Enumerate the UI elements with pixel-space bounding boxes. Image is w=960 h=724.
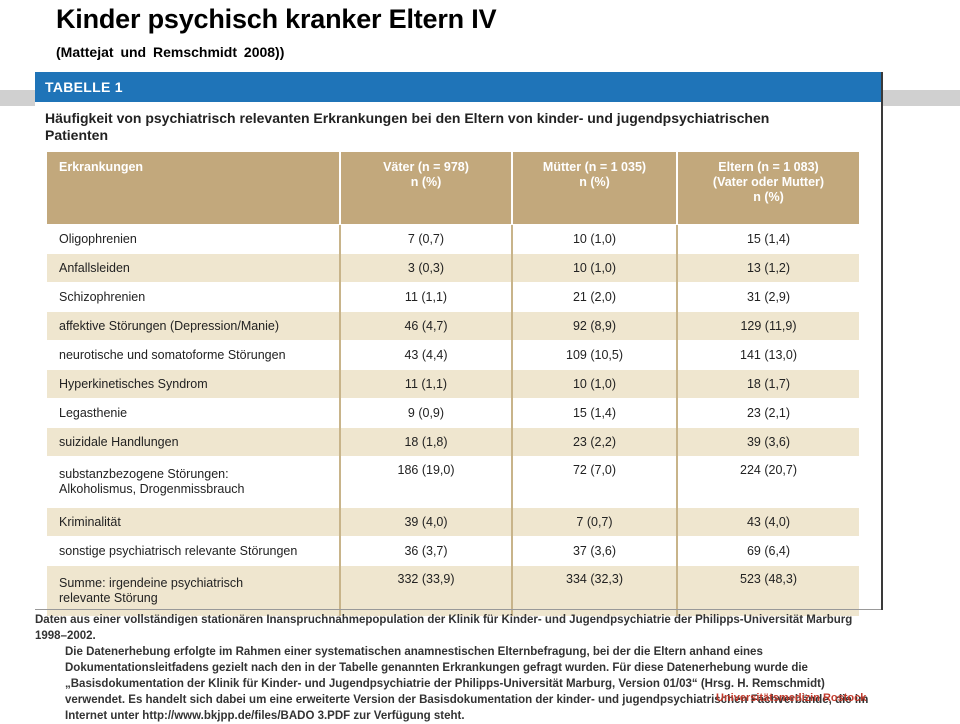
table-footnote: Daten aus einer vollständigen stationäre… (35, 612, 885, 724)
value-cell: 15 (1,4) (512, 398, 678, 428)
table-row: Oligophrenien 7 (0,7) 10 (1,0) 15 (1,4) (47, 224, 859, 254)
value-cell: 21 (2,0) (512, 282, 678, 312)
value-cell: 9 (0,9) (340, 398, 513, 428)
table-row: Hyperkinetisches Syndrom 11 (1,1) 10 (1,0)… (47, 369, 859, 399)
table-header-bar: TABELLE 1 (35, 72, 881, 102)
row-label-cell: Summe: irgendeine psychiatrisch relevante… (47, 565, 341, 616)
row-label-cell: neurotische und somatoforme Störungen (47, 340, 341, 370)
value-cell: 18 (1,8) (340, 427, 513, 457)
institution-name: Universitätsmedizin Rostock (716, 692, 867, 704)
value-cell: 92 (8,9) (512, 311, 678, 341)
table-row: suizidale Handlungen 18 (1,8) 23 (2,2) 39 (… (47, 427, 859, 457)
value-cell: 11 (1,1) (340, 282, 513, 312)
row-label-cell: substanzbezogene Störungen: Alkoholismus,… (47, 456, 341, 508)
row-label-cell: affektive Störungen (Depression/Manie) (47, 311, 341, 341)
value-cell: 7 (0,7) (340, 224, 513, 254)
row-label-cell: Kriminalität (47, 507, 341, 537)
table-row: Schizophrenien 11 (1,1) 21 (2,0) 31 (2,9) (47, 282, 859, 312)
slide-subtitle: (Mattejat und Remschmidt 2008)) (56, 44, 285, 60)
value-cell: 39 (3,6) (677, 427, 859, 457)
row-label-cell: Anfallsleiden (47, 253, 341, 283)
value-cell: 10 (1,0) (512, 369, 678, 399)
value-cell: 10 (1,0) (512, 224, 678, 254)
row-label-cell: sonstige psychiatrisch relevante Störung… (47, 536, 341, 566)
value-cell: 23 (2,1) (677, 398, 859, 428)
row-label-cell: suizidale Handlungen (47, 427, 341, 457)
table-header-row: Erkrankungen Väter (n = 978) n (%) Mütter… (47, 152, 859, 225)
table-caption: Häufigkeit von psychiatrisch relevanten … (45, 110, 770, 143)
value-cell: 7 (0,7) (512, 507, 678, 537)
row-label-cell: Schizophrenien (47, 282, 341, 312)
value-cell: 332 (33,9) (340, 565, 513, 616)
column-header: Eltern (n = 1 083) (Vater oder Mutter) n (… (677, 152, 859, 225)
row-label-cell: Oligophrenien (47, 224, 341, 254)
value-cell: 11 (1,1) (340, 369, 513, 399)
value-cell: 31 (2,9) (677, 282, 859, 312)
value-cell: 23 (2,2) (512, 427, 678, 457)
value-cell: 13 (1,2) (677, 253, 859, 283)
value-cell: 46 (4,7) (340, 311, 513, 341)
table-row: sonstige psychiatrisch relevante Störung… (47, 536, 859, 566)
value-cell: 43 (4,4) (340, 340, 513, 370)
value-cell: 39 (4,0) (340, 507, 513, 537)
value-cell: 69 (6,4) (677, 536, 859, 566)
row-label-cell: Hyperkinetisches Syndrom (47, 369, 341, 399)
column-header: Erkrankungen (47, 152, 341, 225)
value-cell: 72 (7,0) (512, 456, 678, 508)
column-header: Väter (n = 978) n (%) (340, 152, 513, 225)
table-row: Anfallsleiden 3 (0,3) 10 (1,0) 13 (1,2) (47, 253, 859, 283)
divider (35, 609, 881, 610)
value-cell: 334 (32,3) (512, 565, 678, 616)
table-row: Summe: irgendeine psychiatrisch relevante… (47, 565, 859, 616)
value-cell: 141 (13,0) (677, 340, 859, 370)
table-row: Legasthenie 9 (0,9) 15 (1,4) 23 (2,1) (47, 398, 859, 428)
table-row: substanzbezogene Störungen: Alkoholismus,… (47, 456, 859, 508)
value-cell: 43 (4,0) (677, 507, 859, 537)
value-cell: 523 (48,3) (677, 565, 859, 616)
data-table: Erkrankungen Väter (n = 978) n (%) Mütter… (47, 152, 859, 616)
footnote-body: Die Datenerhebung erfolgte im Rahmen ein… (65, 646, 869, 722)
value-cell: 224 (20,7) (677, 456, 859, 508)
table-panel: TABELLE 1 Häufigkeit von psychiatrisch r… (35, 72, 883, 616)
row-label-cell: Legasthenie (47, 398, 341, 428)
footnote-first-line: Daten aus einer vollständigen stationäre… (35, 614, 853, 642)
value-cell: 186 (19,0) (340, 456, 513, 508)
column-header: Mütter (n = 1 035) n (%) (512, 152, 678, 225)
table-label: TABELLE 1 (45, 79, 123, 95)
value-cell: 129 (11,9) (677, 311, 859, 341)
value-cell: 10 (1,0) (512, 253, 678, 283)
value-cell: 15 (1,4) (677, 224, 859, 254)
value-cell: 109 (10,5) (512, 340, 678, 370)
value-cell: 18 (1,7) (677, 369, 859, 399)
table-row: Kriminalität 39 (4,0) 7 (0,7) 43 (4,0) (47, 507, 859, 537)
value-cell: 36 (3,7) (340, 536, 513, 566)
table-row: neurotische und somatoforme Störungen 43 … (47, 340, 859, 370)
value-cell: 37 (3,6) (512, 536, 678, 566)
table-row: affektive Störungen (Depression/Manie) 46… (47, 311, 859, 341)
value-cell: 3 (0,3) (340, 253, 513, 283)
slide-title: Kinder psychisch kranker Eltern IV (56, 4, 497, 34)
